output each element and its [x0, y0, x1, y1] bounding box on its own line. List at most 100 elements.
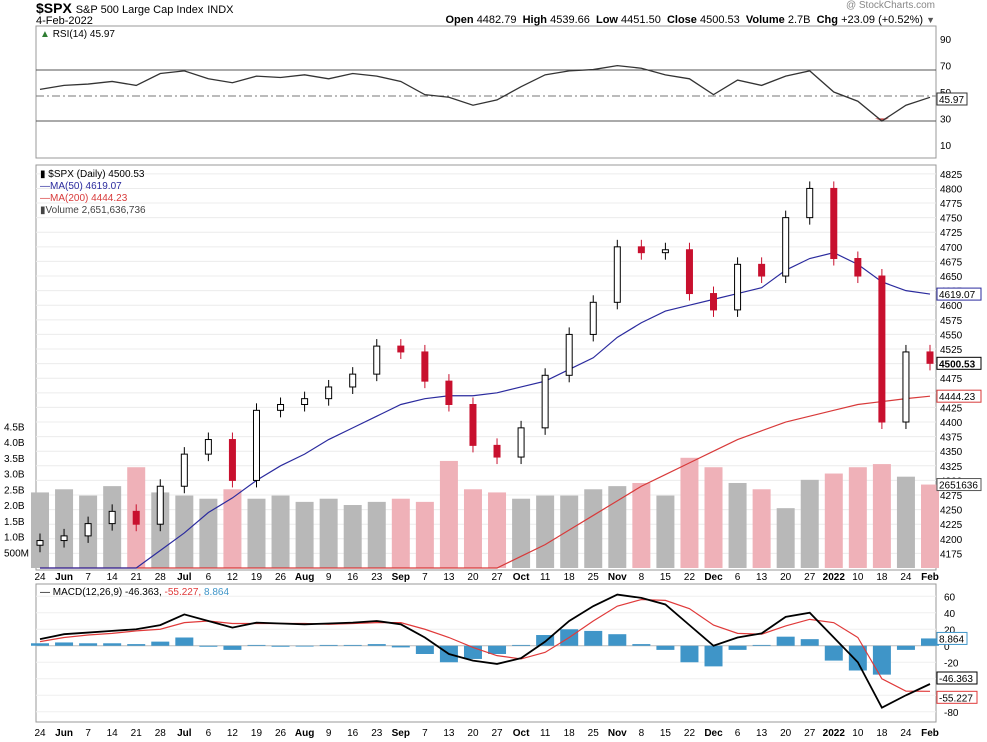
volume-bar [632, 482, 651, 568]
volume-tick-label: 3.0B [4, 470, 25, 481]
macd-histogram-bar [728, 645, 747, 650]
macd-line [39, 593, 931, 709]
x-tick-label: Nov [608, 728, 627, 739]
macd-histogram-bar [680, 645, 699, 663]
rsi-tick-label: 90 [940, 35, 952, 46]
x-axis-upper: 24 Jun 7 14 21 28 Jul 6 12 19 26 Aug 9 16 23 Sep 7 13 20 27… [34, 572, 938, 583]
x-tick-label: 15 [660, 728, 672, 739]
x-tick-label: Jul [177, 728, 192, 739]
price-candle [277, 403, 285, 411]
x-tick-label: 25 [588, 728, 600, 739]
price-candle [180, 453, 188, 487]
volume-bar [391, 498, 410, 568]
rsi-line [39, 64, 931, 122]
macd-frame [35, 583, 937, 723]
macd-histogram-bar [79, 643, 98, 646]
x-tick-label: 27 [491, 572, 503, 583]
volume-bar [247, 498, 266, 568]
x-tick-label: 12 [227, 728, 239, 739]
volume-bar [608, 486, 627, 568]
volume-bar [872, 464, 891, 568]
price-tick-label: 4375 [940, 433, 963, 444]
x-tick-label: 27 [804, 728, 816, 739]
price-candle [685, 249, 693, 295]
x-axis-lower: 24 Jun 7 14 21 28 Jul 6 12 19 26 Aug 9 16 23 Sep 7 13 20 27… [34, 728, 938, 739]
x-tick-label: 19 [251, 572, 263, 583]
volume-bar [584, 489, 603, 568]
price-tick-label: 4400 [940, 418, 963, 429]
x-tick-label: 24 [34, 572, 46, 583]
macd-signal-line [39, 598, 931, 692]
price-candle [397, 345, 405, 353]
volume-tick-label: 4.5B [4, 422, 25, 433]
x-tick-label: 16 [347, 572, 359, 583]
volume-bar [367, 501, 386, 568]
price-candle [60, 535, 68, 542]
price-tick-label: 4775 [940, 199, 963, 210]
x-tick-label: Jun [55, 728, 73, 739]
chevron-down-icon[interactable]: ▼ [926, 15, 935, 25]
chg-value: +23.09 (+0.52%) [841, 14, 924, 26]
ma200-legend-swatch: — [40, 193, 50, 204]
macd-histogram-bar [319, 644, 338, 646]
macd-histogram-bar [872, 645, 891, 675]
x-tick-label: 22 [684, 728, 696, 739]
rsi-panel: 9070503010 ▲ RSI(14) 45.97 45.97 [35, 25, 968, 159]
x-tick-label: 20 [780, 728, 792, 739]
x-tick-label: 7 [85, 728, 91, 739]
x-tick-label: Feb [921, 572, 939, 583]
volume-legend: ▮Volume 2,651,636,736 [40, 205, 146, 216]
price-value-box [936, 356, 982, 370]
x-tick-label: Oct [513, 572, 530, 583]
macd-histogram-bar [31, 643, 49, 646]
stockcharts-credit[interactable]: @ StockCharts.com [845, 0, 935, 11]
volume-bar [896, 476, 915, 568]
price-legend: ▮ $SPX (Daily) 4500.53 [40, 169, 145, 180]
volume-bar [536, 495, 555, 568]
x-tick-label: 21 [131, 572, 143, 583]
macd-histogram-bar [656, 645, 675, 650]
volume-tick-label: 3.5B [4, 454, 25, 465]
price-tick-label: 4600 [940, 301, 963, 312]
price-candle [84, 523, 92, 537]
x-tick-label: 18 [564, 728, 576, 739]
ma200-legend: —MA(200) 4444.23 [40, 193, 128, 204]
ma50-legend: —MA(50) 4619.07 [40, 181, 122, 192]
volume-tick-label: 1.0B [4, 533, 25, 544]
price-tick-label: 4575 [940, 316, 963, 327]
macd-histogram-bar [391, 645, 410, 648]
ma50-legend-text: MA(50) 4619.07 [50, 181, 122, 192]
macd-histogram-bar [584, 630, 603, 646]
x-tick-label: 13 [756, 728, 768, 739]
price-tick-label: 4175 [940, 549, 963, 560]
volume-tick-label: 500M [4, 548, 29, 559]
macd-histogram-bar [127, 644, 146, 646]
macd-legend: — MACD(12,26,9) -46.363, -55.227, 8.864 [40, 587, 229, 598]
volume-bar [488, 492, 507, 568]
x-tick-label: 27 [491, 728, 503, 739]
x-tick-label: Dec [704, 728, 723, 739]
chart-date: 4-Feb-2022 [36, 15, 93, 27]
volume-label: Volume [745, 14, 785, 26]
macd-histogram-bar [247, 644, 266, 646]
x-tick-label: 18 [876, 728, 888, 739]
price-candle [301, 398, 309, 405]
symbol-ticker: $SPX [36, 0, 72, 16]
volume-bar [656, 495, 675, 568]
x-tick-label: 7 [85, 572, 91, 583]
volume-bar [271, 495, 290, 568]
volume-bar [680, 457, 699, 568]
price-candle [830, 187, 838, 260]
volume-bar [175, 495, 194, 568]
macd-tick-label: 40 [944, 609, 956, 620]
macd-histogram-bar [824, 645, 843, 661]
ma50-value-label: 4619.07 [939, 290, 976, 301]
macd-histogram-bar [151, 641, 170, 646]
volume-tick-label: 1.5B [4, 517, 25, 528]
x-tick-label: Feb [921, 728, 939, 739]
price-candle [421, 351, 429, 382]
volume-bar [343, 505, 362, 568]
high-value: 4539.66 [550, 14, 590, 26]
ohlc-summary: Open 4482.79 High 4539.66 Low 4451.50 Cl… [446, 14, 936, 26]
price-candle [228, 439, 236, 481]
